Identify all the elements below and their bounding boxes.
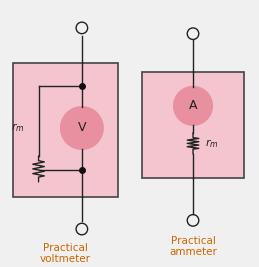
Text: $r_m$: $r_m$	[205, 137, 218, 150]
Text: V: V	[78, 121, 86, 135]
Text: A: A	[189, 99, 197, 112]
FancyBboxPatch shape	[13, 62, 118, 197]
Circle shape	[174, 87, 212, 125]
Text: Practical
voltmeter: Practical voltmeter	[40, 242, 91, 264]
Circle shape	[61, 107, 103, 149]
Text: Practical
ammeter: Practical ammeter	[169, 236, 217, 257]
Text: $r_m$: $r_m$	[11, 121, 25, 134]
FancyBboxPatch shape	[142, 72, 243, 178]
